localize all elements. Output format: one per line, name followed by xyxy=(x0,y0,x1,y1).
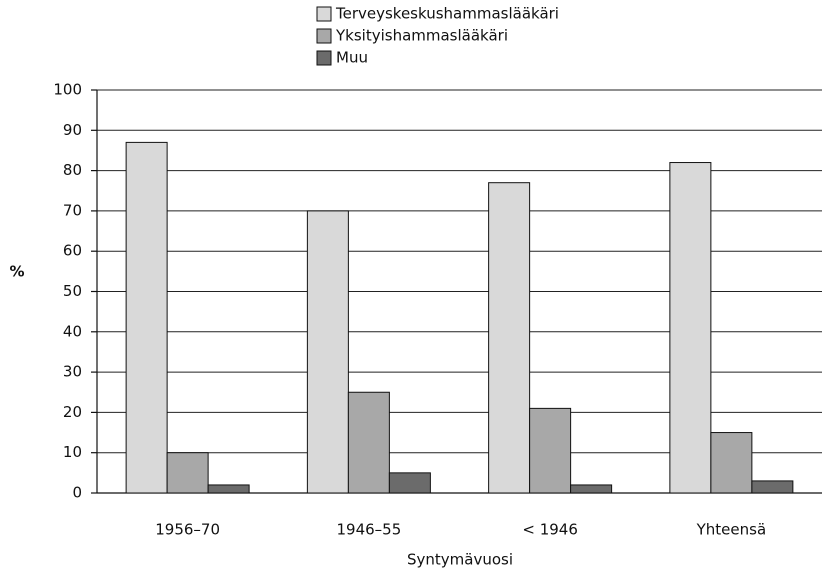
legend-swatch xyxy=(316,28,332,44)
x-tick-label: 1946–55 xyxy=(336,521,401,539)
bar xyxy=(570,484,613,494)
y-tick-label: 20 xyxy=(63,403,82,421)
bar xyxy=(207,484,250,494)
y-tick-label: 60 xyxy=(63,242,82,260)
bar xyxy=(488,182,531,494)
bar xyxy=(751,480,794,494)
y-tick-label: 0 xyxy=(72,484,82,502)
x-tick-label: < 1946 xyxy=(522,521,578,539)
x-axis-label: Syntymävuosi xyxy=(407,551,513,569)
y-tick-label: 40 xyxy=(63,322,82,340)
x-tick-label: 1956–70 xyxy=(155,521,220,539)
y-tick-label: 70 xyxy=(63,201,82,219)
bar xyxy=(347,391,390,494)
bar xyxy=(710,432,753,494)
y-tick-label: 10 xyxy=(63,443,82,461)
legend-swatch xyxy=(316,50,332,66)
y-axis-label: % xyxy=(9,263,24,281)
y-tick-label: 50 xyxy=(63,282,82,300)
bar xyxy=(669,162,712,494)
y-tick-label: 30 xyxy=(63,363,82,381)
bar xyxy=(166,452,209,494)
bar xyxy=(306,210,349,494)
y-tick-label: 80 xyxy=(63,161,82,179)
y-tick-label: 100 xyxy=(53,81,82,99)
bar xyxy=(388,472,431,494)
bar xyxy=(529,407,572,494)
legend-label: Yksityishammaslääkäri xyxy=(335,27,508,45)
legend-swatch xyxy=(316,6,332,22)
x-tick-label: Yhteensä xyxy=(696,521,767,539)
legend-label: Terveyskeskushammaslääkäri xyxy=(335,5,559,23)
y-tick-label: 90 xyxy=(63,121,82,139)
bar xyxy=(125,141,168,494)
legend-label: Muu xyxy=(336,49,368,67)
